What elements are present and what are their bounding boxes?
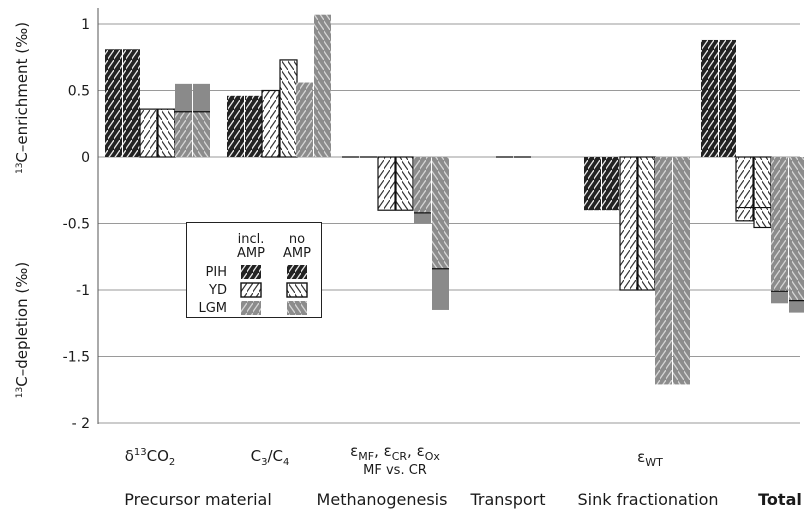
bar-eps_mf-lgm-no-hatched <box>432 157 449 269</box>
bar-d13co2-yd-incl <box>139 108 158 158</box>
legend-label-pih: PIH <box>205 265 227 280</box>
y-tick-label: 0 <box>81 150 90 166</box>
bar-eps_wt-pih-no <box>602 157 619 211</box>
y-tick-label: -1 <box>76 283 90 299</box>
legend-label-lgm: LGM <box>198 301 227 316</box>
bar-total-yd-no <box>753 156 772 229</box>
legend-swatches <box>240 265 308 315</box>
bar-c3c4-yd-no <box>279 59 298 158</box>
bar-eps_mf-yd-no <box>395 156 414 211</box>
legend-swatch-lgm-no <box>287 301 307 315</box>
legend-swatch-yd-no <box>286 282 308 298</box>
y-axis: 1 0.5 0 -0.5 -1 -1.5 - 2 <box>63 8 99 432</box>
category-label-3: Sink fractionation <box>577 490 718 509</box>
y-tick-label: -1.5 <box>63 350 90 366</box>
bar-eps_wt-yd-incl <box>619 156 638 291</box>
bar-total-lgm-no-hatched <box>789 157 804 301</box>
bar-c3c4-lgm-incl <box>296 82 313 157</box>
bar-d13co2-yd-no <box>157 108 176 158</box>
group-label-mf-vs-cr: MF vs. CR <box>363 463 427 478</box>
bar-eps_mf-lgm-incl-hatched <box>414 157 431 213</box>
labels-layer: 13C–enrichment (‰) 13C–depletion (‰) δ13CO… <box>13 22 802 509</box>
legend-swatch-pih-incl <box>241 265 261 279</box>
legend-label-yd: YD <box>209 283 227 298</box>
legend-swatch-lgm-incl <box>241 301 261 315</box>
legend: incl. AMP no AMP PIH YD LGM <box>186 222 322 318</box>
y-tick-label: 1 <box>81 17 90 33</box>
category-label-2: Transport <box>469 490 545 509</box>
legend-swatch-pih-no <box>287 265 307 279</box>
bar-d13co2-pih-incl <box>105 49 122 157</box>
legend-swatch-yd-incl <box>240 282 262 298</box>
bar-eps_wt-lgm-no <box>673 157 690 385</box>
bar-c3c4-pih-no <box>245 95 262 157</box>
bar-c3c4-yd-incl <box>261 89 280 158</box>
category-label-1: Methanogenesis <box>317 490 448 509</box>
bars-layer <box>105 14 804 385</box>
bar-d13co2-pih-no <box>123 49 140 157</box>
category-label-0: Precursor material <box>124 490 272 509</box>
legend-header-no: no AMP <box>283 232 311 261</box>
y-tick-label: 0.5 <box>68 84 90 100</box>
bar-total-yd-incl <box>735 156 754 222</box>
bar-eps_wt-pih-incl <box>584 157 601 211</box>
bar-eps_wt-yd-no <box>637 156 656 291</box>
category-label-4: Total <box>758 490 802 509</box>
group-label-d13co2: δ13CO2 <box>125 447 176 468</box>
y-tick-label: -0.5 <box>63 217 90 233</box>
bar-c3c4-pih-incl <box>227 95 244 157</box>
group-label-eps-wt: εWT <box>637 448 663 469</box>
bar-d13co2-lgm-incl-hatched <box>175 111 192 157</box>
bar-c3c4-lgm-no <box>314 14 331 157</box>
bar-eps_wt-lgm-incl <box>655 157 672 385</box>
group-label-eps-mf: εMF, εCR, εOx <box>350 442 440 463</box>
y-tick-label: - 2 <box>72 416 90 432</box>
bar-eps_mf-yd-incl <box>377 156 396 211</box>
legend-header-incl: incl. AMP <box>237 232 265 261</box>
bar-total-pih-incl <box>701 39 718 157</box>
y-axis-label-enrichment: 13C–enrichment (‰) <box>13 22 31 174</box>
bar-total-pih-no <box>719 39 736 157</box>
group-label-c3c4: C3/C4 <box>251 447 290 468</box>
y-axis-label-depletion: 13C–depletion (‰) <box>13 262 31 398</box>
bar-d13co2-lgm-no-hatched <box>193 111 210 157</box>
bar-total-lgm-incl-hatched <box>771 157 788 292</box>
